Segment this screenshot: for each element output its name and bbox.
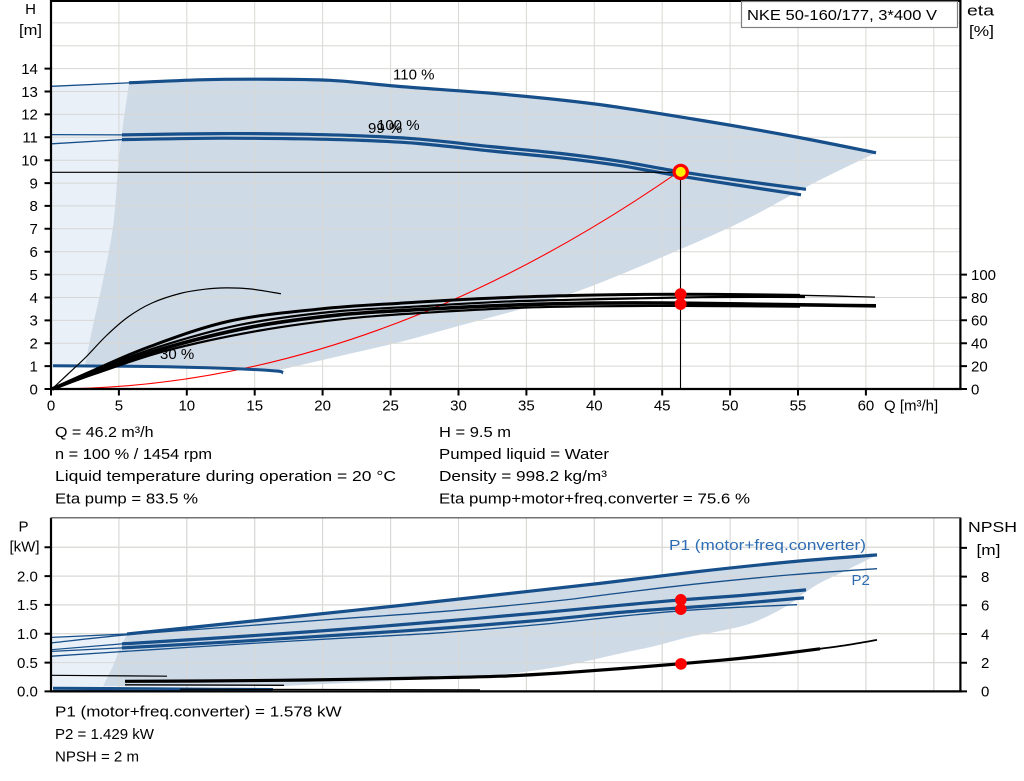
svg-text:60: 60 [858, 398, 875, 415]
svg-text:0.0: 0.0 [17, 684, 38, 701]
svg-text:8: 8 [981, 569, 989, 586]
svg-text:4: 4 [30, 290, 38, 307]
svg-text:1: 1 [30, 358, 38, 375]
svg-text:Q = 46.2 m³/h: Q = 46.2 m³/h [55, 424, 154, 441]
svg-text:Density = 998.2 kg/m³: Density = 998.2 kg/m³ [439, 468, 607, 485]
svg-text:11: 11 [22, 130, 38, 147]
svg-text:n = 100 % / 1454 rpm: n = 100 % / 1454 rpm [55, 446, 212, 463]
svg-text:Eta pump = 83.5 %: Eta pump = 83.5 % [55, 490, 198, 507]
svg-text:H: H [25, 1, 36, 18]
svg-text:P2: P2 [852, 572, 870, 589]
svg-text:40: 40 [971, 336, 988, 353]
svg-text:50: 50 [722, 398, 739, 415]
svg-text:[kW]: [kW] [10, 539, 40, 556]
svg-text:0: 0 [971, 381, 979, 398]
svg-text:0.5: 0.5 [17, 655, 38, 672]
svg-text:0: 0 [47, 398, 55, 415]
svg-text:2.0: 2.0 [17, 568, 38, 585]
svg-text:25: 25 [382, 398, 399, 415]
svg-text:30: 30 [450, 398, 467, 415]
svg-text:13: 13 [21, 84, 38, 101]
svg-text:99 %: 99 % [368, 120, 402, 137]
svg-text:Eta pump+motor+freq.converter: Eta pump+motor+freq.converter = 75.6 % [439, 490, 750, 507]
svg-text:110 %: 110 % [393, 67, 434, 84]
svg-text:40: 40 [586, 398, 603, 415]
svg-text:1.0: 1.0 [17, 626, 38, 643]
svg-text:3: 3 [30, 313, 38, 330]
svg-text:35: 35 [518, 398, 535, 415]
svg-text:100 %: 100 % [377, 117, 420, 134]
svg-text:10: 10 [178, 398, 195, 415]
svg-text:2: 2 [30, 336, 38, 353]
svg-text:7: 7 [30, 221, 38, 238]
svg-text:6: 6 [30, 244, 38, 261]
svg-text:H = 9.5 m: H = 9.5 m [439, 424, 511, 441]
svg-text:6: 6 [981, 598, 989, 615]
svg-text:[m]: [m] [977, 542, 1001, 559]
svg-text:8: 8 [30, 198, 38, 215]
svg-text:[%]: [%] [969, 23, 994, 40]
svg-text:5: 5 [30, 267, 38, 284]
svg-text:55: 55 [790, 398, 807, 415]
svg-text:10: 10 [21, 152, 38, 169]
svg-text:NPSH: NPSH [968, 519, 1017, 536]
svg-text:60: 60 [971, 313, 988, 330]
svg-text:5: 5 [115, 398, 123, 415]
svg-text:20: 20 [314, 398, 331, 415]
svg-text:15: 15 [246, 398, 263, 415]
svg-text:Q [m³/h]: Q [m³/h] [884, 398, 938, 415]
svg-text:14: 14 [21, 61, 38, 78]
svg-text:4: 4 [981, 626, 989, 643]
svg-text:0: 0 [981, 684, 989, 701]
svg-text:12: 12 [21, 107, 38, 124]
svg-text:20: 20 [971, 358, 988, 375]
svg-text:100: 100 [971, 267, 996, 284]
svg-text:Liquid temperature during oper: Liquid temperature during operation = 20… [55, 468, 396, 485]
svg-text:P: P [18, 519, 28, 536]
svg-text:eta: eta [967, 3, 995, 20]
svg-text:Pumped liquid = Water: Pumped liquid = Water [439, 446, 609, 463]
svg-text:NKE 50-160/177, 3*400 V: NKE 50-160/177, 3*400 V [747, 7, 937, 24]
svg-text:[m]: [m] [19, 22, 42, 39]
svg-text:NPSH = 2 m: NPSH = 2 m [55, 748, 139, 765]
svg-text:P1 (motor+freq.converter) = 1.: P1 (motor+freq.converter) = 1.578 kW [55, 704, 343, 721]
svg-text:1.5: 1.5 [17, 597, 38, 614]
svg-text:45: 45 [654, 398, 671, 415]
svg-text:P1 (motor+freq.converter): P1 (motor+freq.converter) [669, 537, 866, 554]
svg-text:2: 2 [981, 655, 989, 672]
svg-text:P2 = 1.429 kW: P2 = 1.429 kW [55, 726, 155, 743]
svg-text:80: 80 [971, 290, 988, 307]
svg-text:9: 9 [30, 175, 38, 192]
svg-text:0: 0 [30, 381, 38, 398]
